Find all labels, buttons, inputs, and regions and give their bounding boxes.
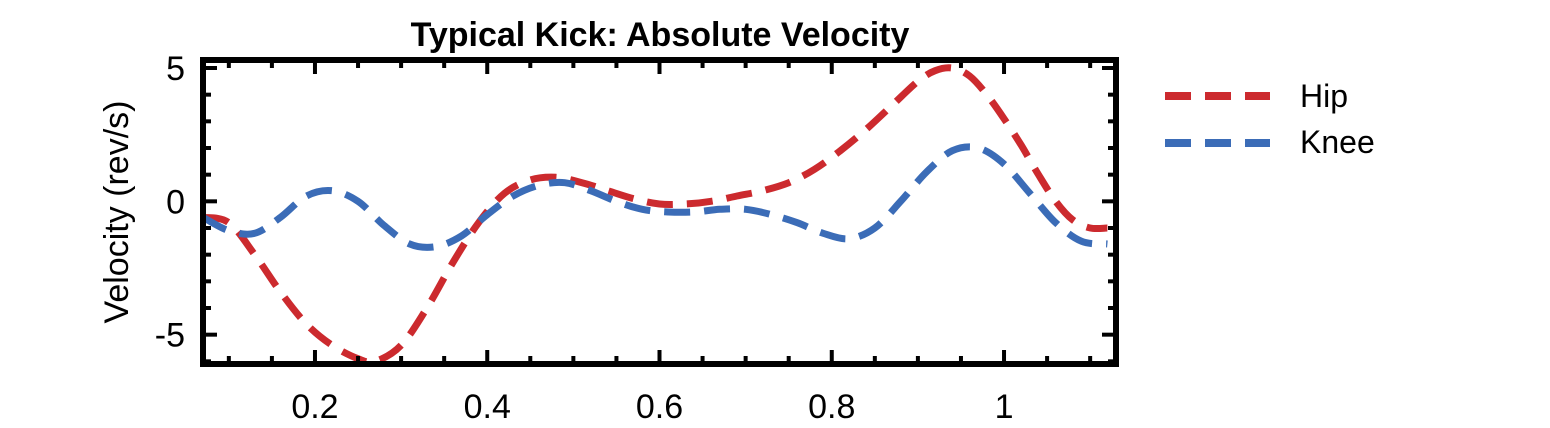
- y-tick-label: 0: [166, 183, 185, 221]
- plot-area: 0.2 0.4 0.6 0.8 1 -5 0 5: [155, 50, 1119, 426]
- x-tick-label: 1: [995, 388, 1014, 426]
- chart-title: Typical Kick: Absolute Velocity: [411, 16, 910, 54]
- legend-label-knee: Knee: [1300, 124, 1375, 160]
- legend-label-hip: Hip: [1300, 78, 1348, 114]
- x-tick-label: 0.8: [808, 388, 855, 426]
- x-tick-label: 0.6: [636, 388, 683, 426]
- y-axis-label: Velocity (rev/s): [98, 101, 136, 324]
- y-tick-label: 5: [166, 50, 185, 88]
- series-line-knee: [203, 143, 1108, 251]
- series-line-hip: [203, 64, 1108, 364]
- x-tick-label: 0.2: [291, 388, 338, 426]
- plot-frame: [200, 57, 1119, 367]
- legend: Hip Knee: [1165, 78, 1375, 160]
- y-tick-label: -5: [155, 317, 185, 355]
- x-tick-label: 0.4: [464, 388, 511, 426]
